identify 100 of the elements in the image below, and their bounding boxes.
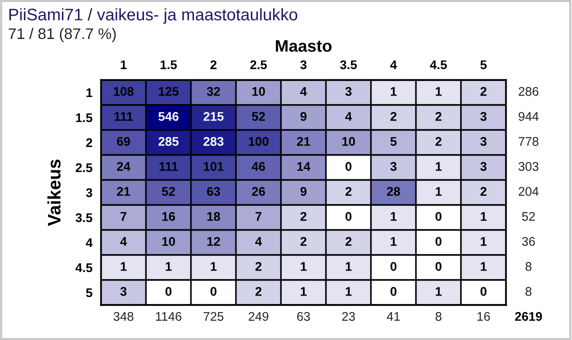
data-label: 3 (345, 87, 352, 96)
y-tick-label: 5 (86, 288, 92, 298)
data-label: 14 (297, 162, 310, 171)
data-label: 21 (296, 137, 310, 146)
data-label: 4 (345, 112, 352, 121)
y2-tick-label: 303 (518, 162, 538, 171)
x-tick-label: 1.5 (160, 60, 177, 70)
data-label: 0 (390, 262, 396, 271)
data-label: 0 (480, 287, 486, 296)
data-label: 18 (207, 212, 220, 221)
data-label: 3 (480, 112, 487, 121)
data-label: 26 (252, 187, 265, 196)
data-label: 28 (386, 187, 400, 196)
x-tick-label: 2.5 (250, 60, 267, 70)
data-label: 1 (436, 287, 442, 296)
data-label: 285 (158, 137, 179, 146)
text: 348 (114, 312, 134, 321)
y-tick-label: 4 (86, 238, 93, 248)
data-label: 2 (480, 187, 486, 196)
data-label: 63 (207, 187, 220, 196)
data-label: 10 (342, 137, 355, 146)
data-label: 111 (114, 112, 133, 121)
y-tick-label: 3.5 (76, 213, 92, 222)
data-label: 283 (204, 137, 224, 146)
data-label: 4 (120, 237, 127, 246)
text: 23 (342, 312, 355, 321)
data-label: 10 (162, 237, 175, 246)
y2-tick-label: 944 (518, 112, 539, 121)
y-tick-label: 1 (86, 88, 92, 98)
text: 1146 (156, 312, 182, 321)
text: 8 (436, 312, 442, 321)
data-label: 9 (300, 112, 307, 121)
x-tick-label: 2 (210, 60, 216, 70)
data-label: 2 (435, 112, 442, 121)
data-label: 69 (117, 137, 130, 146)
x-tick-label: 3 (300, 60, 307, 70)
data-label: 10 (252, 87, 265, 96)
data-label: 24 (116, 162, 130, 171)
data-label: 1 (300, 262, 307, 271)
x-tick-label: 1 (120, 60, 127, 70)
text: 41 (386, 312, 400, 321)
data-label: 9 (300, 187, 307, 196)
y2-tick-label: 36 (522, 237, 535, 246)
data-label: 100 (248, 137, 268, 146)
y2-tick-label: 8 (526, 287, 532, 296)
data-label: 0 (210, 287, 216, 296)
data-label: 1 (210, 262, 217, 271)
data-label: 7 (120, 212, 126, 221)
data-label: 125 (158, 87, 179, 96)
data-label: 0 (166, 287, 172, 296)
data-label: 2 (345, 237, 352, 246)
data-label: 111 (160, 162, 178, 171)
data-label: 0 (346, 212, 352, 221)
data-label: 32 (206, 87, 220, 96)
data-label: 2 (255, 287, 262, 296)
data-label: 1 (120, 262, 127, 271)
data-label: 1 (346, 262, 352, 271)
data-label: 0 (436, 237, 442, 246)
x-tick-label: 5 (480, 60, 487, 70)
data-label: 1 (166, 262, 172, 271)
y2-tick-label: 286 (518, 87, 538, 96)
y-tick-label: 3 (86, 188, 92, 198)
data-label: 4 (255, 237, 262, 246)
text: 725 (204, 312, 224, 321)
text: 63 (297, 312, 310, 321)
y2-tick-label: 8 (526, 262, 532, 271)
data-label: 4 (300, 87, 307, 96)
data-label: 1 (436, 162, 442, 171)
y-tick-label: 2 (86, 138, 92, 148)
data-label: 3 (390, 162, 397, 171)
chart-subtitle: 71 / 81 (87.7 %) (8, 28, 116, 42)
data-label: 546 (158, 112, 178, 121)
y2-tick-label: 204 (518, 187, 539, 196)
data-label: 1 (480, 237, 487, 246)
data-label: 2 (300, 212, 306, 221)
data-label: 3 (480, 162, 487, 171)
data-label: 52 (162, 187, 175, 196)
y-tick-label: 2.5 (76, 163, 92, 172)
data-label: 215 (204, 112, 224, 121)
data-label: 3 (120, 287, 127, 296)
data-label: 0 (436, 262, 442, 271)
data-label: 1 (346, 287, 352, 296)
data-label: 2 (300, 237, 306, 246)
data-label: 1 (480, 262, 487, 271)
text: 249 (248, 312, 268, 321)
data-label: 52 (252, 112, 265, 121)
text: 16 (478, 312, 490, 321)
data-label: 21 (116, 187, 130, 196)
data-label: 5 (390, 137, 397, 146)
data-label: 1 (390, 212, 397, 221)
x-tick-label: 4 (390, 60, 397, 70)
y-axis-title: Vaikeus (47, 160, 61, 226)
data-label: 2 (390, 112, 396, 121)
data-label: 0 (436, 212, 442, 221)
data-label: 0 (390, 287, 396, 296)
data-label: 12 (207, 237, 220, 246)
text: 2619 (515, 312, 542, 321)
y2-tick-label: 52 (522, 212, 535, 221)
data-label: 2 (345, 187, 352, 196)
data-label: 2 (480, 87, 486, 96)
